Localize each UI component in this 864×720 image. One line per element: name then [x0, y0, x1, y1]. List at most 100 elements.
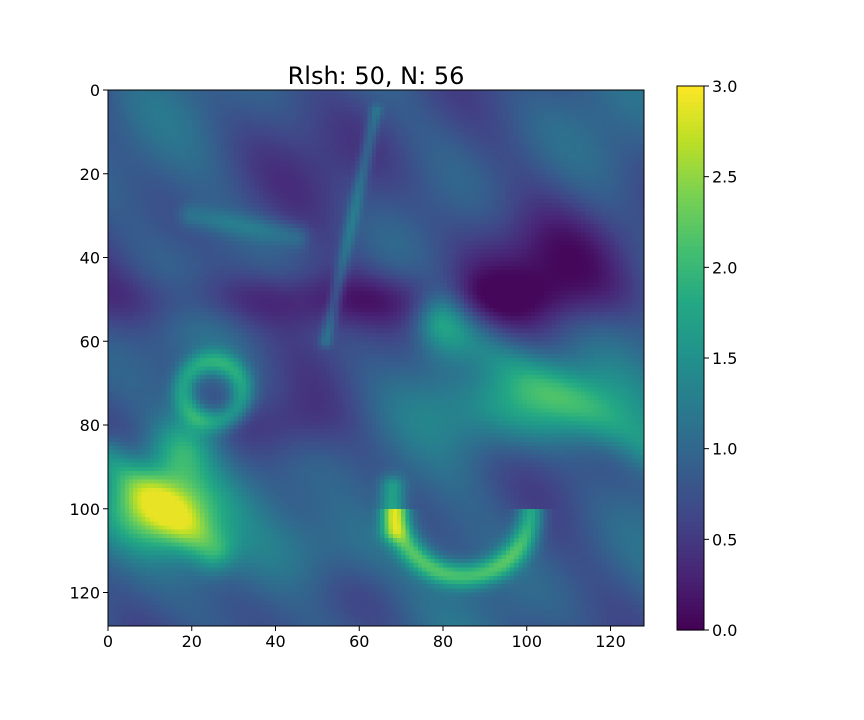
colorbar-segment	[677, 586, 704, 591]
colorbar-segment	[677, 158, 704, 163]
colorbar-segment	[677, 574, 704, 579]
colorbar-segment	[677, 90, 704, 95]
colorbar-segment	[677, 510, 704, 515]
colorbar-segment	[677, 538, 704, 543]
colorbar-segment	[677, 466, 704, 471]
colorbar-segment	[677, 290, 704, 295]
colorbar-segment	[677, 238, 704, 243]
x-tick-label: 100	[511, 632, 542, 651]
x-tick-label: 20	[182, 632, 202, 651]
plot-frame	[107, 89, 645, 627]
colorbar-segment	[677, 486, 704, 491]
colorbar-segment	[677, 362, 704, 367]
colorbar-segment	[677, 478, 704, 483]
colorbar-segment	[677, 330, 704, 335]
colorbar-segment	[677, 302, 704, 307]
colorbar-segment	[677, 394, 704, 399]
colorbar-segment	[677, 222, 704, 227]
colorbar-segment	[677, 442, 704, 447]
y-tick-label: 120	[69, 584, 100, 603]
colorbar-segment	[677, 270, 704, 275]
colorbar-segment	[677, 594, 704, 599]
colorbar-segment	[677, 298, 704, 303]
colorbar-segment	[677, 170, 704, 175]
colorbar-segment	[677, 346, 704, 351]
colorbar-segment	[677, 338, 704, 343]
colorbar-segment	[677, 110, 704, 115]
colorbar-segment	[677, 134, 704, 139]
colorbar-segment	[677, 614, 704, 619]
colorbar-segment	[677, 602, 704, 607]
colorbar-segment	[677, 494, 704, 499]
y-axis: 0 20 40 60 80 100 120	[69, 81, 108, 603]
colorbar-segment	[677, 558, 704, 563]
colorbar-segment	[677, 578, 704, 583]
colorbar-segment	[677, 482, 704, 487]
colorbar-segment	[677, 390, 704, 395]
colorbar-segment	[677, 518, 704, 523]
colorbar-tick-label: 1.5	[712, 349, 737, 368]
colorbar-segment	[677, 350, 704, 355]
x-tick-label: 80	[433, 632, 453, 651]
colorbar-segment	[677, 554, 704, 559]
colorbar-segment	[677, 98, 704, 103]
heatmap-plot-area	[108, 90, 644, 626]
colorbar-segment	[677, 358, 704, 363]
colorbar-segment	[677, 474, 704, 479]
colorbar-tick-label: 2.0	[712, 258, 737, 277]
colorbar-segment	[677, 626, 704, 631]
colorbar-segment	[677, 174, 704, 179]
x-axis: 0 20 40 60 80 100 120	[103, 626, 626, 651]
colorbar-segment	[677, 102, 704, 107]
colorbar-segment	[677, 398, 704, 403]
heatmap-image	[108, 90, 644, 626]
colorbar-segment	[677, 166, 704, 171]
colorbar-segment	[677, 410, 704, 415]
x-tick-label: 120	[595, 632, 626, 651]
colorbar	[677, 86, 704, 631]
colorbar-segment	[677, 598, 704, 603]
colorbar-segment	[677, 438, 704, 443]
y-tick-label: 60	[80, 332, 100, 351]
y-tick-label: 100	[69, 500, 100, 519]
colorbar-segment	[677, 262, 704, 267]
colorbar-segment	[677, 182, 704, 187]
colorbar-segment	[677, 250, 704, 255]
colorbar-segment	[677, 226, 704, 231]
colorbar-segment	[677, 234, 704, 239]
colorbar-segment	[677, 198, 704, 203]
colorbar-segment	[677, 530, 704, 535]
colorbar-tick-label: 0.5	[712, 530, 737, 549]
colorbar-segment	[677, 122, 704, 127]
colorbar-segment	[677, 610, 704, 615]
y-tick-label: 20	[80, 165, 100, 184]
colorbar-segment	[677, 218, 704, 223]
colorbar-segment	[677, 562, 704, 567]
colorbar-segment	[677, 386, 704, 391]
colorbar-segment	[677, 422, 704, 427]
colorbar-segment	[677, 618, 704, 623]
colorbar-segment	[677, 342, 704, 347]
colorbar-segment	[677, 278, 704, 283]
colorbar-segment	[677, 266, 704, 271]
x-tick-label: 60	[349, 632, 369, 651]
colorbar-segment	[677, 450, 704, 455]
colorbar-segment	[677, 370, 704, 375]
colorbar-segment	[677, 582, 704, 587]
colorbar-segment	[677, 470, 704, 475]
y-tick-label: 40	[80, 249, 100, 268]
colorbar-segment	[677, 354, 704, 359]
colorbar-segment	[677, 254, 704, 259]
colorbar-segment	[677, 402, 704, 407]
colorbar-segment	[677, 526, 704, 531]
colorbar-segment	[677, 118, 704, 123]
x-tick-label: 40	[265, 632, 285, 651]
colorbar-tick-label: 3.0	[712, 77, 737, 96]
colorbar-segment	[677, 146, 704, 151]
colorbar-segment	[677, 334, 704, 339]
colorbar-segment	[677, 570, 704, 575]
colorbar-segment	[677, 150, 704, 155]
colorbar-tick-label: 2.5	[712, 168, 737, 187]
colorbar-segment	[677, 606, 704, 611]
